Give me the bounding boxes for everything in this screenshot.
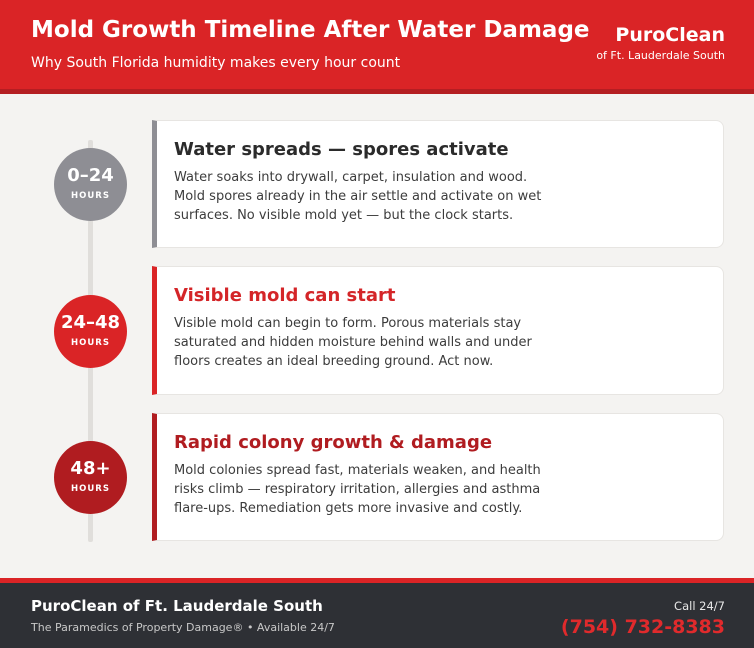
- stage-1-range: 0–24: [67, 165, 114, 186]
- page-subtitle: Why South Florida humidity makes every h…: [31, 55, 401, 71]
- stage-2-unit: HOURS: [71, 338, 110, 348]
- stage-1-unit: HOURS: [71, 191, 110, 201]
- stage-1-marker: 0–24 HOURS: [54, 148, 127, 221]
- stage-3-marker: 48+ HOURS: [54, 441, 127, 514]
- header: Mold Growth Timeline After Water Damage …: [0, 0, 754, 89]
- brand-location: of Ft. Lauderdale South: [596, 49, 725, 62]
- page-title: Mold Growth Timeline After Water Damage: [31, 17, 590, 43]
- stage-3-description: Mold colonies spread fast, materials wea…: [174, 463, 541, 516]
- header-divider: [0, 89, 754, 94]
- stage-2-description: Visible mold can begin to form. Porous m…: [174, 316, 532, 369]
- footer-tagline: The Paramedics of Property Damage® • Ava…: [31, 621, 335, 634]
- stage-3-range: 48+: [70, 458, 111, 479]
- stage-2-marker: 24–48 HOURS: [54, 295, 127, 368]
- stage-2-title: Visible mold can start: [174, 285, 396, 306]
- footer: PuroClean of Ft. Lauderdale South The Pa…: [0, 578, 754, 648]
- call-label: Call 24/7: [674, 599, 725, 613]
- stage-1-card: Water spreads — spores activate Water so…: [152, 120, 724, 248]
- stage-1-description: Water soaks into drywall, carpet, insula…: [174, 170, 542, 223]
- stage-1-title: Water spreads — spores activate: [174, 139, 509, 160]
- stage-2-card: Visible mold can start Visible mold can …: [152, 266, 724, 395]
- footer-company-name: PuroClean of Ft. Lauderdale South: [31, 597, 323, 615]
- footer-divider: [0, 578, 754, 583]
- stage-2-range: 24–48: [60, 312, 121, 333]
- stage-3-title: Rapid colony growth & damage: [174, 432, 493, 453]
- brand-logo: PuroClean: [615, 24, 725, 46]
- phone-number-link[interactable]: (754) 732-8383: [560, 616, 725, 638]
- stage-3-unit: HOURS: [71, 484, 110, 494]
- stage-3-card: Rapid colony growth & damage Mold coloni…: [152, 413, 724, 541]
